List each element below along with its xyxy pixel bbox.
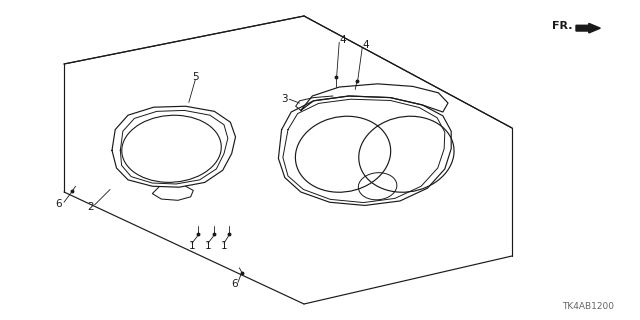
Text: 5: 5 [192, 72, 198, 83]
Text: 6: 6 [56, 199, 62, 209]
Text: 6: 6 [231, 279, 237, 289]
FancyArrow shape [576, 23, 600, 33]
Text: 2: 2 [88, 202, 94, 212]
Text: TK4AB1200: TK4AB1200 [563, 302, 614, 311]
Text: 1: 1 [189, 241, 195, 251]
Text: 3: 3 [282, 94, 288, 104]
Text: 1: 1 [205, 241, 211, 251]
Text: FR.: FR. [552, 20, 572, 31]
Text: 4: 4 [363, 40, 369, 51]
Text: 1: 1 [221, 241, 227, 251]
Text: 4: 4 [339, 35, 346, 45]
